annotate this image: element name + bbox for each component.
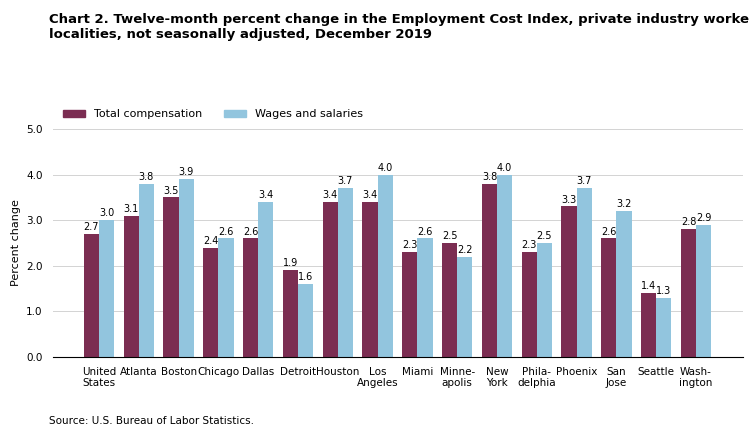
Text: 3.2: 3.2: [616, 199, 632, 209]
Text: 3.4: 3.4: [258, 190, 274, 200]
Bar: [562, 206, 577, 357]
Bar: [258, 202, 273, 357]
Bar: [656, 298, 671, 357]
Bar: [218, 238, 233, 357]
Bar: [243, 238, 258, 357]
Bar: [641, 293, 656, 357]
Text: 1.6: 1.6: [298, 272, 314, 282]
Text: 4.0: 4.0: [497, 163, 512, 173]
Bar: [418, 238, 433, 357]
Bar: [283, 270, 298, 357]
Bar: [482, 184, 497, 357]
Bar: [84, 234, 99, 357]
Y-axis label: Percent change: Percent change: [10, 200, 21, 286]
Text: 3.7: 3.7: [338, 176, 353, 187]
Bar: [442, 243, 458, 357]
Bar: [402, 252, 418, 357]
Text: 2.5: 2.5: [536, 231, 552, 241]
Bar: [362, 202, 377, 357]
Text: 2.6: 2.6: [243, 227, 258, 237]
Text: Source: U.S. Bureau of Labor Statistics.: Source: U.S. Bureau of Labor Statistics.: [49, 416, 254, 426]
Legend: Total compensation, Wages and salaries: Total compensation, Wages and salaries: [58, 105, 368, 124]
Bar: [377, 175, 393, 357]
Text: 2.5: 2.5: [442, 231, 458, 241]
Text: 3.8: 3.8: [139, 172, 154, 182]
Bar: [537, 243, 552, 357]
Bar: [616, 211, 632, 357]
Text: 3.0: 3.0: [99, 209, 114, 218]
Bar: [602, 238, 616, 357]
Text: 1.4: 1.4: [641, 281, 656, 291]
Text: 3.4: 3.4: [322, 190, 338, 200]
Bar: [322, 202, 338, 357]
Bar: [458, 257, 472, 357]
Bar: [164, 197, 178, 357]
Text: 1.3: 1.3: [656, 286, 671, 296]
Text: 2.4: 2.4: [203, 236, 218, 246]
Bar: [497, 175, 512, 357]
Text: 3.8: 3.8: [482, 172, 497, 182]
Text: 3.1: 3.1: [124, 204, 139, 214]
Text: 2.6: 2.6: [417, 227, 433, 237]
Text: Chart 2. Twelve-month percent change in the Employment Cost Index, private indus: Chart 2. Twelve-month percent change in …: [49, 13, 750, 41]
Text: 2.8: 2.8: [681, 218, 696, 227]
Text: 3.7: 3.7: [577, 176, 592, 187]
Text: 4.0: 4.0: [377, 163, 393, 173]
Text: 3.9: 3.9: [178, 167, 194, 177]
Text: 2.2: 2.2: [457, 245, 472, 255]
Bar: [681, 229, 696, 357]
Text: 2.6: 2.6: [218, 227, 234, 237]
Text: 1.9: 1.9: [283, 258, 298, 268]
Bar: [124, 215, 139, 357]
Text: 3.5: 3.5: [164, 186, 178, 196]
Text: 3.3: 3.3: [562, 195, 577, 205]
Bar: [99, 220, 114, 357]
Bar: [203, 248, 218, 357]
Text: 2.3: 2.3: [521, 240, 537, 250]
Bar: [298, 284, 313, 357]
Bar: [696, 225, 711, 357]
Text: 3.4: 3.4: [362, 190, 378, 200]
Text: 2.6: 2.6: [602, 227, 616, 237]
Text: 2.7: 2.7: [84, 222, 99, 232]
Text: 2.3: 2.3: [402, 240, 418, 250]
Bar: [178, 179, 194, 357]
Text: 2.9: 2.9: [696, 213, 711, 223]
Bar: [577, 188, 592, 357]
Bar: [522, 252, 537, 357]
Bar: [338, 188, 353, 357]
Bar: [139, 184, 154, 357]
